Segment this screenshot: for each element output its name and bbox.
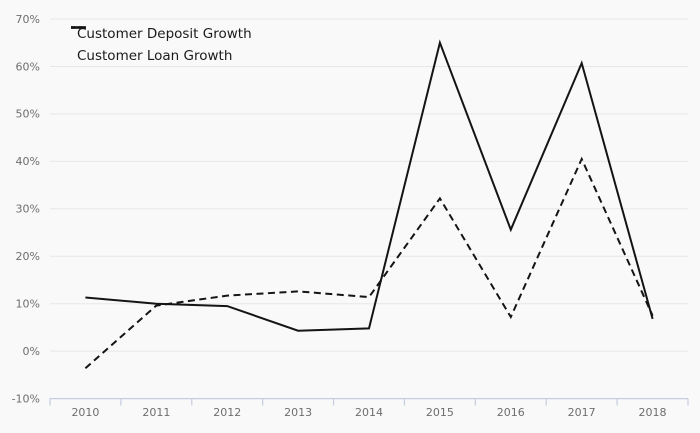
x-tick-label: 2011 xyxy=(142,406,170,419)
x-tick-label: 2010 xyxy=(71,406,99,419)
chart-legend: Customer Deposit Growth Customer Loan Gr… xyxy=(71,25,252,69)
y-tick-label: 10% xyxy=(16,298,40,311)
y-tick-label: 50% xyxy=(16,108,40,121)
legend-item-deposit-growth: Customer Deposit Growth xyxy=(71,25,252,43)
x-tick-label: 2016 xyxy=(497,406,525,419)
y-tick-label: 60% xyxy=(16,60,40,73)
x-tick-label: 2014 xyxy=(355,406,383,419)
x-tick-label: 2013 xyxy=(284,406,312,419)
legend-item-loan-growth: Customer Loan Growth xyxy=(71,26,252,65)
y-tick-label: 30% xyxy=(16,203,40,216)
x-tick-label: 2012 xyxy=(213,406,241,419)
legend-label-deposit-growth: Customer Deposit Growth xyxy=(77,26,252,42)
series-line-loan-growth xyxy=(84,156,654,369)
y-tick-label: 40% xyxy=(16,155,40,168)
series-line-deposit-growth xyxy=(85,39,654,332)
x-tick-label: 2017 xyxy=(568,406,596,419)
y-tick-label: 20% xyxy=(16,250,40,263)
x-tick-label: 2018 xyxy=(639,406,667,419)
y-tick-label: 0% xyxy=(23,345,40,358)
legend-label-loan-growth: Customer Loan Growth xyxy=(77,48,233,64)
y-tick-label: -10% xyxy=(12,392,40,405)
x-tick-label: 2015 xyxy=(426,406,454,419)
y-tick-label: 70% xyxy=(16,13,40,26)
